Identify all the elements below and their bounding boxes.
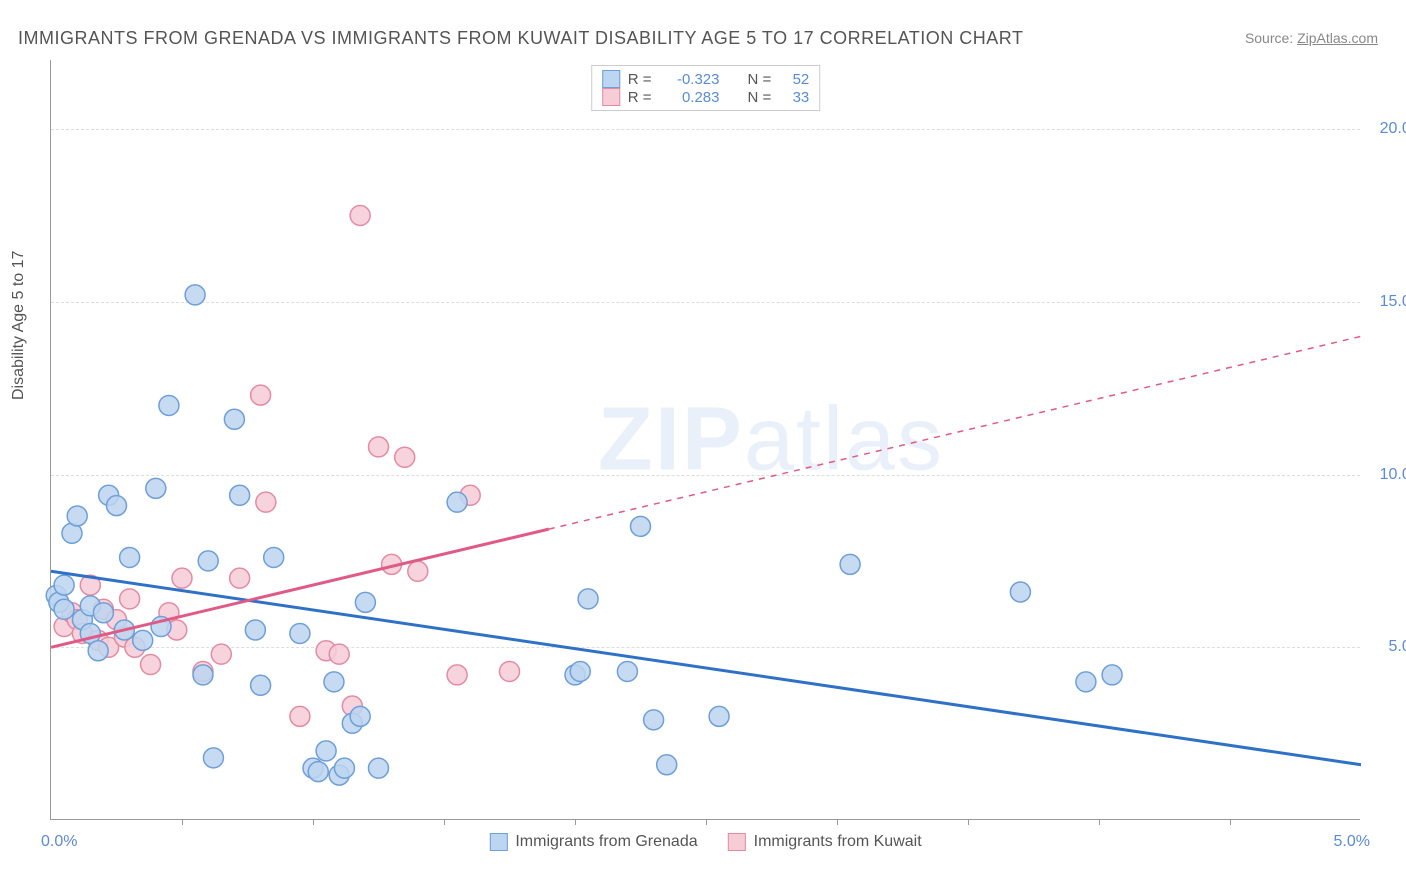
legend-item-grenada: Immigrants from Grenada	[489, 833, 697, 851]
data-point-kuwait	[256, 492, 276, 512]
x-tick	[1099, 819, 1100, 825]
x-tick	[1230, 819, 1231, 825]
x-tick	[837, 819, 838, 825]
data-point-grenada	[54, 575, 74, 595]
data-point-kuwait	[211, 644, 231, 664]
x-tick	[968, 819, 969, 825]
data-point-grenada	[369, 758, 389, 778]
data-point-grenada	[334, 758, 354, 778]
data-point-grenada	[840, 554, 860, 574]
data-point-grenada	[644, 710, 664, 730]
data-point-grenada	[88, 641, 108, 661]
data-point-grenada	[631, 516, 651, 536]
data-point-kuwait	[500, 661, 520, 681]
data-point-kuwait	[369, 437, 389, 457]
x-tick	[706, 819, 707, 825]
data-point-kuwait	[408, 561, 428, 581]
data-point-grenada	[657, 755, 677, 775]
data-point-grenada	[264, 547, 284, 567]
data-point-grenada	[93, 603, 113, 623]
data-point-grenada	[67, 506, 87, 526]
data-point-kuwait	[120, 589, 140, 609]
data-point-grenada	[185, 285, 205, 305]
data-point-grenada	[54, 599, 74, 619]
data-point-kuwait	[329, 644, 349, 664]
chart-container: IMMIGRANTS FROM GRENADA VS IMMIGRANTS FR…	[0, 0, 1406, 892]
data-point-kuwait	[172, 568, 192, 588]
data-point-grenada	[447, 492, 467, 512]
data-point-grenada	[290, 623, 310, 643]
data-point-grenada	[245, 620, 265, 640]
swatch-kuwait-bottom	[728, 833, 746, 851]
data-point-grenada	[1102, 665, 1122, 685]
data-point-grenada	[709, 706, 729, 726]
source-link[interactable]: ZipAtlas.com	[1297, 30, 1378, 46]
x-tick	[313, 819, 314, 825]
y-axis-label: Disability Age 5 to 17	[10, 251, 28, 400]
data-point-grenada	[230, 485, 250, 505]
data-point-kuwait	[395, 447, 415, 467]
data-point-grenada	[324, 672, 344, 692]
data-point-grenada	[350, 706, 370, 726]
x-tick	[575, 819, 576, 825]
data-point-kuwait	[230, 568, 250, 588]
data-point-grenada	[146, 478, 166, 498]
source-label: Source:	[1245, 30, 1297, 46]
data-point-grenada	[355, 592, 375, 612]
data-point-grenada	[308, 762, 328, 782]
data-point-grenada	[570, 661, 590, 681]
data-point-grenada	[198, 551, 218, 571]
scatter-svg	[51, 60, 1360, 819]
data-point-grenada	[159, 395, 179, 415]
data-point-kuwait	[350, 205, 370, 225]
data-point-grenada	[617, 661, 637, 681]
y-tick-label: 20.0%	[1380, 120, 1406, 138]
data-point-grenada	[120, 547, 140, 567]
data-point-grenada	[1010, 582, 1030, 602]
legend-item-kuwait: Immigrants from Kuwait	[728, 833, 922, 851]
data-point-kuwait	[290, 706, 310, 726]
y-tick-label: 15.0%	[1380, 293, 1406, 311]
x-axis-min-label: 0.0%	[41, 833, 77, 851]
x-tick	[182, 819, 183, 825]
trend-line-dashed-kuwait	[549, 336, 1361, 529]
data-point-kuwait	[447, 665, 467, 685]
data-point-grenada	[193, 665, 213, 685]
data-point-grenada	[203, 748, 223, 768]
data-point-grenada	[107, 496, 127, 516]
source-attribution: Source: ZipAtlas.com	[1245, 30, 1378, 46]
y-tick-label: 5.0%	[1389, 638, 1406, 656]
data-point-grenada	[578, 589, 598, 609]
data-point-grenada	[1076, 672, 1096, 692]
plot-area: ZIPatlas 5.0%10.0%15.0%20.0% 0.0% 5.0% R…	[50, 60, 1360, 820]
data-point-kuwait	[141, 655, 161, 675]
swatch-grenada-bottom	[489, 833, 507, 851]
chart-title: IMMIGRANTS FROM GRENADA VS IMMIGRANTS FR…	[18, 28, 1023, 49]
data-point-kuwait	[251, 385, 271, 405]
data-point-grenada	[251, 675, 271, 695]
series-legend: Immigrants from Grenada Immigrants from …	[489, 833, 921, 851]
data-point-grenada	[316, 741, 336, 761]
data-point-grenada	[133, 630, 153, 650]
legend-label-grenada: Immigrants from Grenada	[515, 833, 697, 851]
y-tick-label: 10.0%	[1380, 466, 1406, 484]
legend-label-kuwait: Immigrants from Kuwait	[754, 833, 922, 851]
x-tick	[444, 819, 445, 825]
data-point-grenada	[224, 409, 244, 429]
x-axis-max-label: 5.0%	[1334, 833, 1370, 851]
